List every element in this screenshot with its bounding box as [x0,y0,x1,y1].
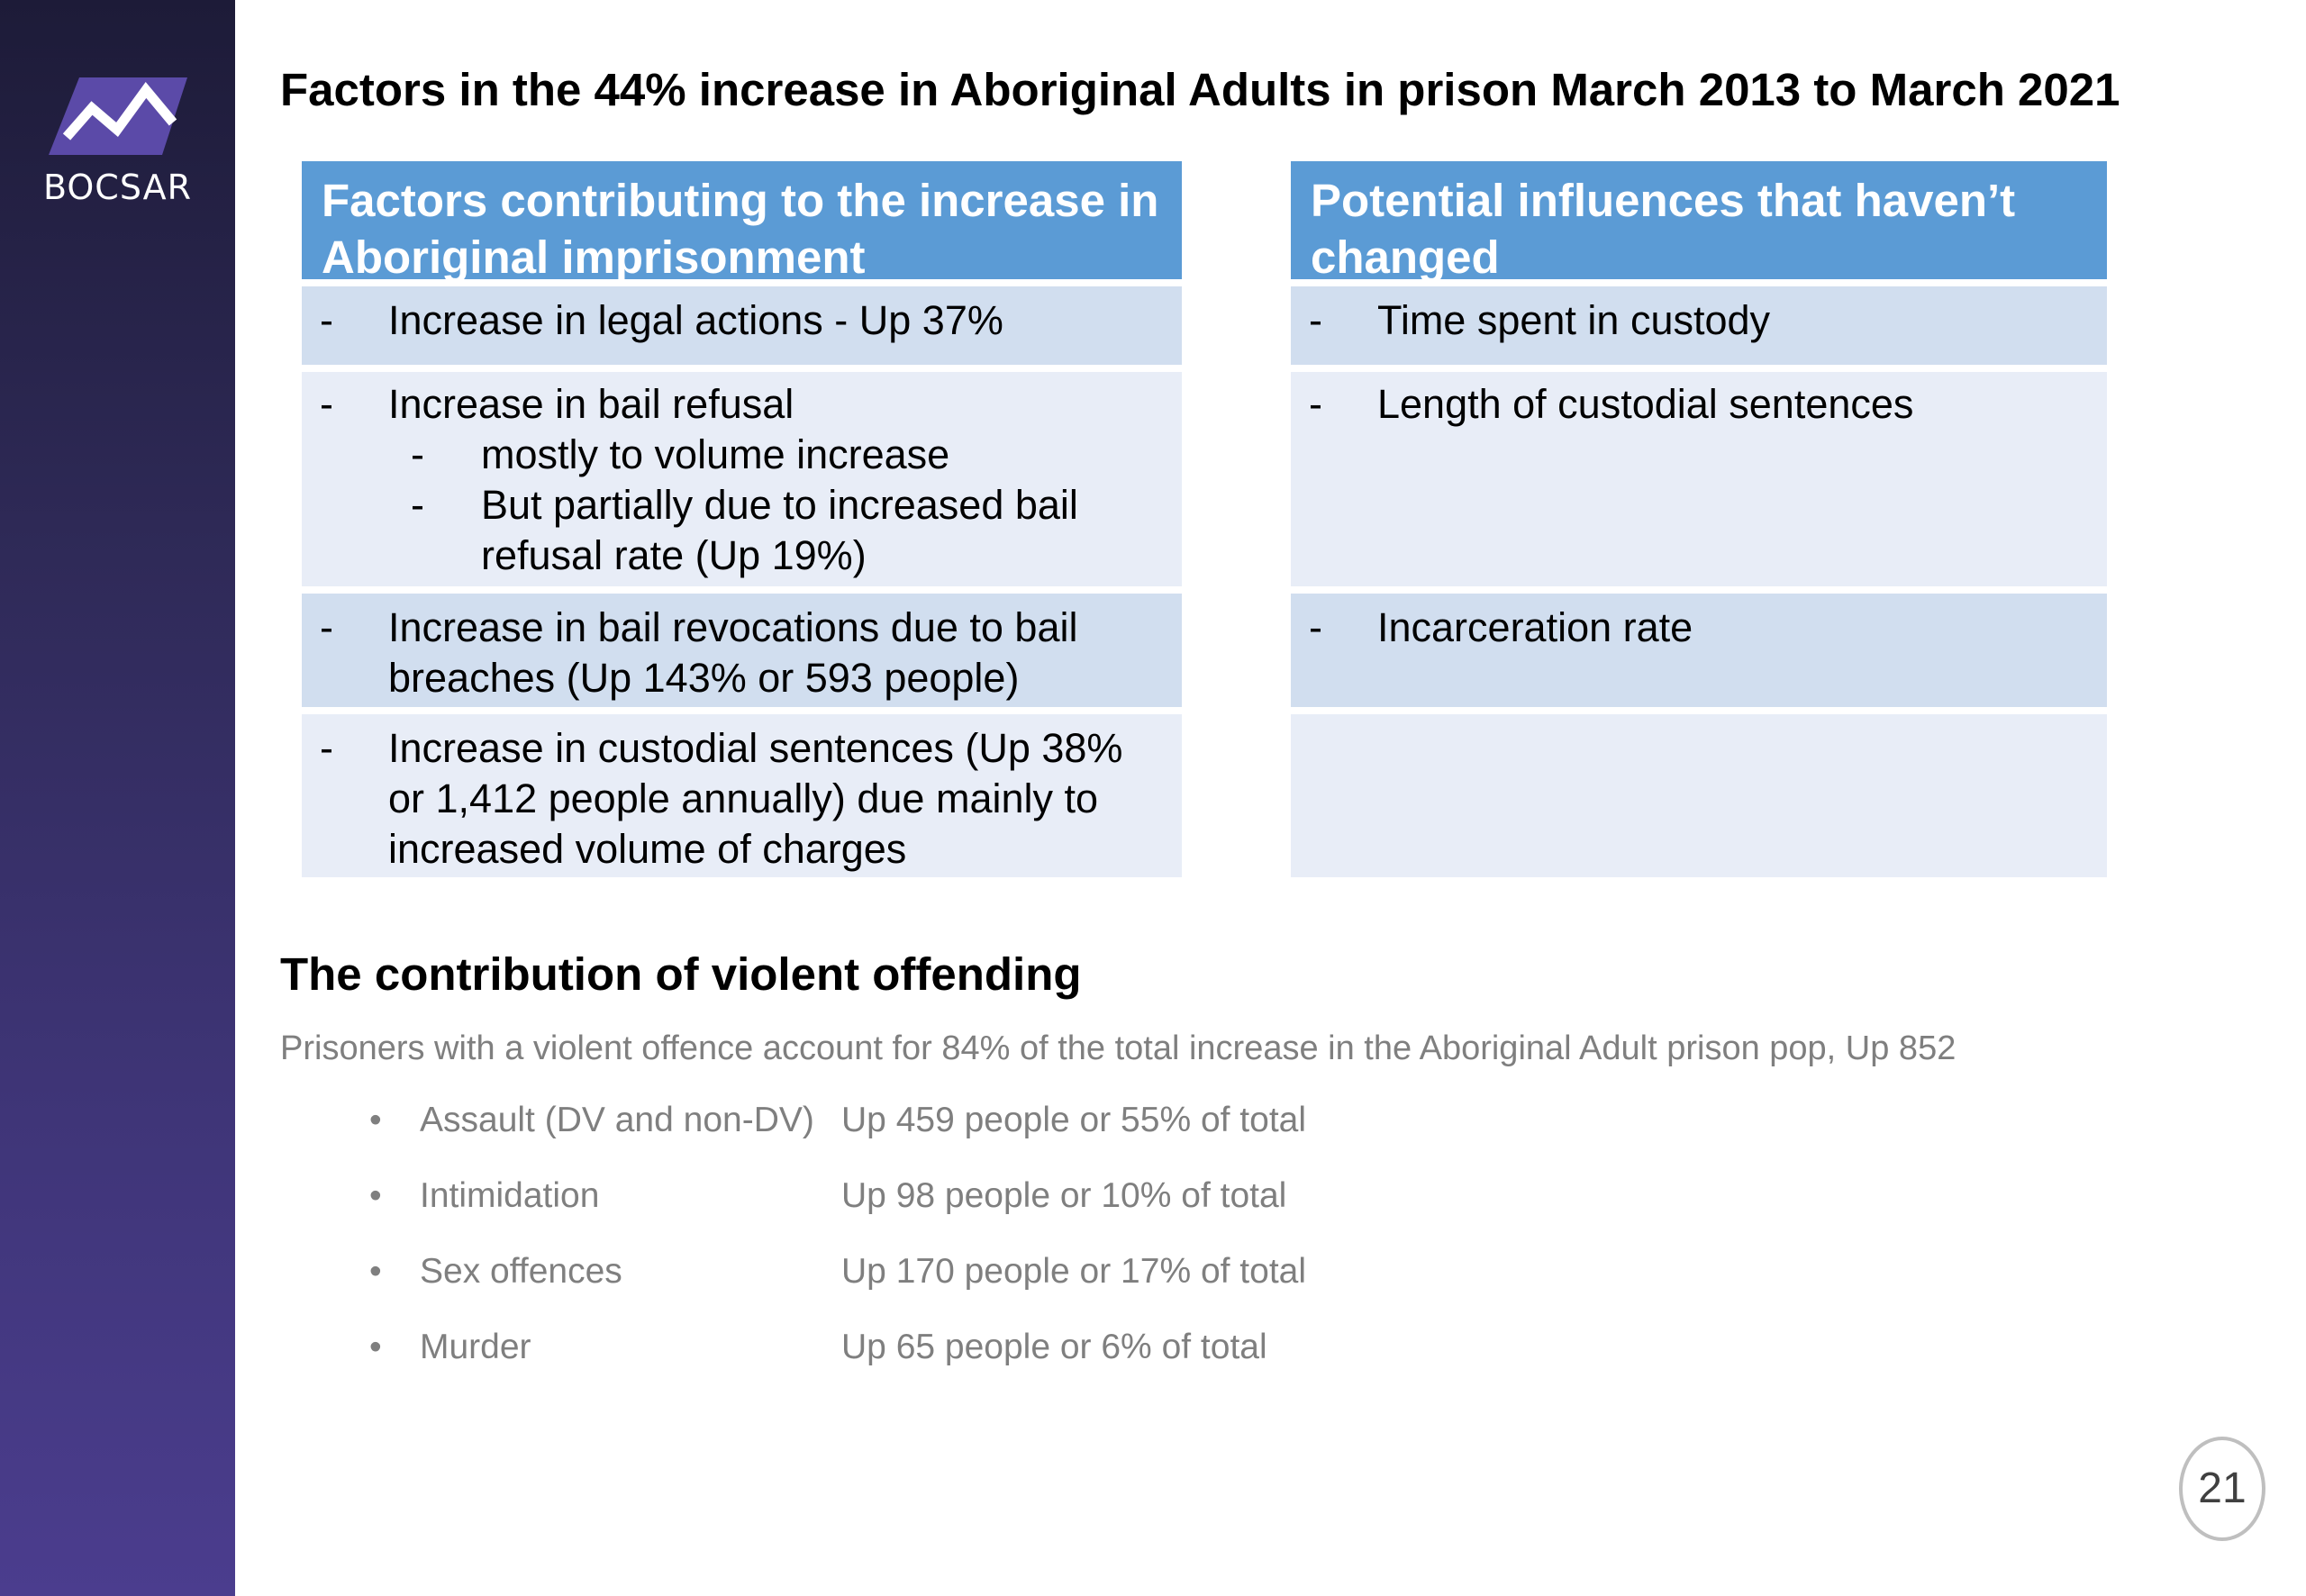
left-row-3: - Increase in bail revocations due to ba… [302,594,1182,707]
bullet-icon: • [369,1328,382,1366]
left-panel-header: Factors contributing to the increase in … [302,161,1182,283]
sub-dash: - [411,431,424,477]
bullet-icon: • [369,1176,382,1215]
left-row-1: - Increase in legal actions - Up 37% [302,286,1182,365]
item-name: Intimidation [420,1176,600,1215]
sub-item: - But partially due to increased bail re… [411,480,1164,581]
right-row-3: - Incarceration rate [1291,594,2107,707]
logo-text: BOCSAR [43,168,193,207]
right-row-2: - Length of custodial sentences [1291,372,2107,586]
row-text: Increase in legal actions - Up 37% [388,297,1003,343]
sub-dash: - [411,482,424,528]
row-text: Increase in bail revocations due to bail… [388,604,1078,701]
item-value: Up 98 people or 10% of total [841,1176,1287,1215]
sub-item: - mostly to volume increase [411,430,1164,480]
item-value: Up 170 people or 17% of total [841,1252,1307,1291]
page-number: 21 [2179,1437,2265,1541]
item-name: Assault (DV and non-DV) [420,1101,814,1139]
right-panel-header: Potential influences that haven’t change… [1291,161,2107,283]
right-row-4 [1291,714,2107,877]
sub-text: But partially due to increased bail refu… [481,482,1078,578]
row-dash: - [1309,297,1322,343]
row-text: Incarceration rate [1377,604,1693,650]
item-name: Murder [420,1328,531,1366]
row-dash: - [320,725,333,771]
section-subtitle: Prisoners with a violent offence account… [280,1029,1956,1067]
page-title: Factors in the 44% increase in Aborigina… [280,64,2120,115]
bullet-icon: • [369,1101,382,1139]
row-dash: - [1309,604,1322,650]
left-row-4: - Increase in custodial sentences (Up 38… [302,714,1182,877]
row-text: Length of custodial sentences [1377,381,1914,427]
right-row-1: - Time spent in custody [1291,286,2107,365]
row-dash: - [320,297,333,343]
sub-list: - mostly to volume increase - But partia… [388,430,1164,581]
item-value: Up 65 people or 6% of total [841,1328,1267,1366]
item-value: Up 459 people or 55% of total [841,1101,1307,1139]
bullet-icon: • [369,1252,382,1291]
row-text: Time spent in custody [1377,297,1771,343]
row-dash: - [320,604,333,650]
row-dash: - [1309,381,1322,427]
bocsar-logo-icon [49,77,187,155]
row-dash: - [320,381,333,427]
left-row-2: - Increase in bail refusal - mostly to v… [302,372,1182,586]
item-name: Sex offences [420,1252,622,1291]
row-text: Increase in custodial sentences (Up 38% … [388,725,1123,872]
section-title: The contribution of violent offending [280,948,1082,1000]
sub-text: mostly to volume increase [481,431,950,477]
right-panel: Potential influences that haven’t change… [1291,161,2107,877]
row-text: Increase in bail refusal [388,381,794,427]
sidebar: BOCSAR [0,0,235,1596]
left-panel: Factors contributing to the increase in … [302,161,1182,877]
